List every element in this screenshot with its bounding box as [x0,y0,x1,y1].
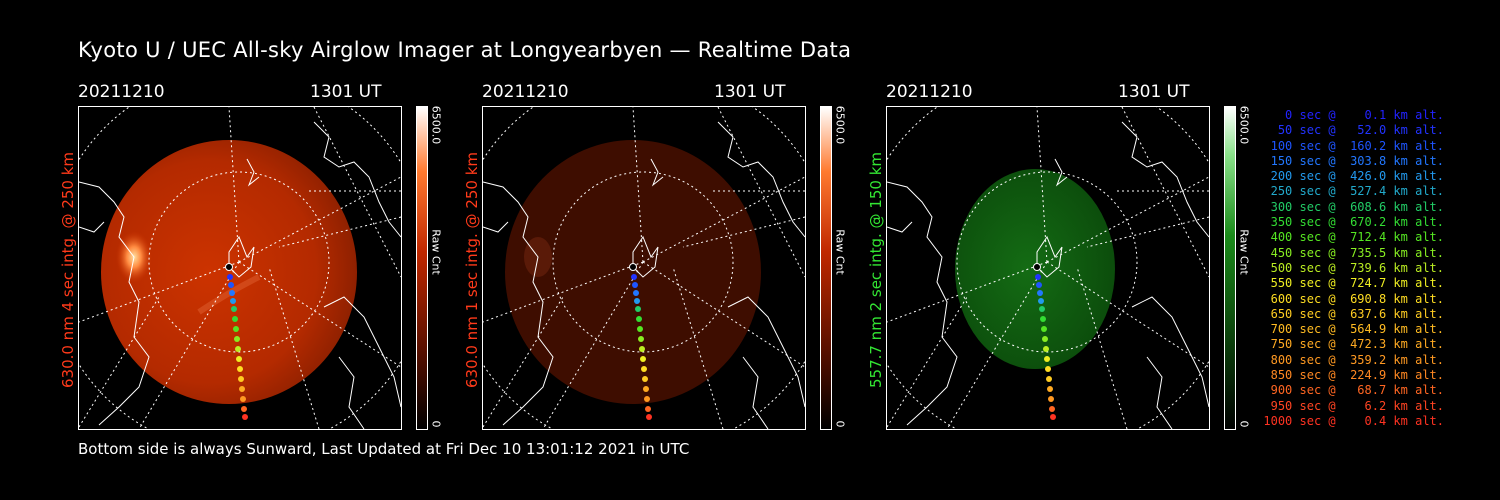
legend-row: 350 sec @ 670.2 km alt. [1263,215,1444,230]
trajectory-dots [1033,263,1056,420]
legend-row: 1000 sec @ 0.4 km alt. [1263,413,1444,428]
legend-row: 900 sec @ 68.7 km alt. [1263,383,1444,398]
page-title: Kyoto U / UEC All-sky Airglow Imager at … [78,38,852,62]
legend-row: 550 sec @ 724.7 km alt. [1263,276,1444,291]
colorbar-min: 0 [833,420,847,428]
colorbar-min: 0 [1237,420,1251,428]
legend-row: 250 sec @ 527.4 km alt. [1263,184,1444,199]
panel-side-label: 630.0 nm 4 sec intg. @ 250 km [59,151,77,388]
legend-row: 100 sec @ 160.2 km alt. [1263,138,1444,153]
colorbar-max: 6500.0 [429,105,443,145]
legend-row: 400 sec @ 712.4 km alt. [1263,230,1444,245]
panel-date: 20211210 [78,82,165,102]
legend-row: 500 sec @ 739.6 km alt. [1263,260,1444,275]
legend-row: 850 sec @ 224.9 km alt. [1263,368,1444,383]
colorbar-unit: Raw Cnt [429,229,443,275]
legend-row: 300 sec @ 608.6 km alt. [1263,199,1444,214]
airglow-image [886,106,1210,430]
legend-row: 700 sec @ 564.9 km alt. [1263,322,1444,337]
legend-row: 450 sec @ 735.5 km alt. [1263,245,1444,260]
legend-row: 800 sec @ 359.2 km alt. [1263,352,1444,367]
legend-row: 0 sec @ 0.1 km alt. [1263,108,1444,122]
legend-row: 950 sec @ 6.2 km alt. [1263,398,1444,413]
legend-row: 200 sec @ 426.0 km alt. [1263,169,1444,184]
panel-time: 1301 UT [310,82,382,102]
legend-row: 150 sec @ 303.8 km alt. [1263,153,1444,168]
colorbar [820,106,832,430]
colorbar-min: 0 [429,420,443,428]
legend-row: 50 sec @ 52.0 km alt. [1263,123,1444,138]
trajectory-legend: 0 sec @ 0.1 km alt. 50 sec @ 52.0 km alt… [1262,108,1444,429]
trajectory-dots [629,263,652,420]
airglow-image [78,106,402,430]
legend-row: 600 sec @ 690.8 km alt. [1263,291,1444,306]
colorbar-max: 6500.0 [833,105,847,145]
footer-note: Bottom side is always Sunward, Last Upda… [78,440,690,458]
panel-side-label: 630.0 nm 1 sec intg. @ 250 km [463,151,481,388]
trajectory-dots [225,263,248,420]
panel-date: 20211210 [482,82,569,102]
airglow-disk [505,140,761,404]
colorbar-unit: Raw Cnt [1237,229,1251,275]
panel-630nm-1sec: 20211210 1301 UT 630.0 nm 1 sec intg. @ … [463,82,892,432]
legend-row: 650 sec @ 637.6 km alt. [1263,306,1444,321]
colorbar [416,106,428,430]
colorbar-max: 6500.0 [1237,105,1251,145]
airglow-disk [101,140,357,404]
panel-side-label: 557.7 nm 2 sec intg. @ 150 km [867,151,885,388]
panel-557nm-2sec: 20211210 1301 UT 557.7 nm 2 sec intg. @ … [867,82,1296,432]
colorbar [1224,106,1236,430]
panel-630nm-4sec: 20211210 1301 UT 630.0 nm 4 sec intg. @ … [59,82,488,432]
panel-time: 1301 UT [1118,82,1190,102]
legend-row: 750 sec @ 472.3 km alt. [1263,337,1444,352]
panel-time: 1301 UT [714,82,786,102]
colorbar-unit: Raw Cnt [833,229,847,275]
airglow-image [482,106,806,430]
panel-date: 20211210 [886,82,973,102]
